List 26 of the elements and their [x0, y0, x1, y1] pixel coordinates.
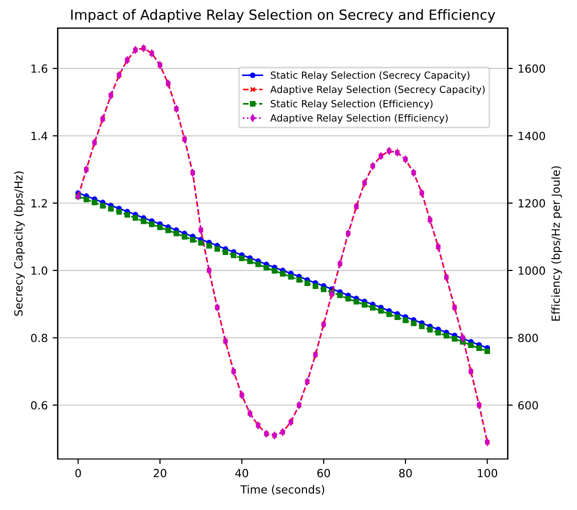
x-tick-label: 20 — [154, 468, 166, 478]
x-tick-label: 40 — [235, 468, 248, 478]
x-tick-label: 100 — [478, 468, 498, 478]
y2-axis-title: Efficiency (bps/Hz per Joule) — [551, 166, 562, 321]
y-tick-label: 0.8 — [31, 334, 48, 342]
y2-tick-label: 600 — [518, 401, 538, 410]
y2-tick-label: 1400 — [518, 132, 546, 140]
y-axis-title: Secrecy Capacity (bps/Hz) — [14, 172, 25, 316]
y-tick-label: 1.0 — [32, 266, 48, 275]
y-tick-label: 1.6 — [32, 64, 48, 73]
legend-label: Adaptive Relay Selection (Efficiency) — [270, 114, 448, 124]
y2-tick-label: 1600 — [518, 64, 546, 73]
legend-label: Adaptive Relay Selection (Secrecy Capacity) — [270, 86, 485, 95]
legend-label: Static Relay Selection (Secrecy Capacity) — [270, 71, 470, 81]
x-tick-label: 60 — [317, 468, 330, 478]
legend-label: Static Relay Selection (Efficiency) — [270, 100, 432, 110]
y2-tick-label: 1000 — [518, 266, 546, 275]
y2-tick-label: 1200 — [518, 199, 546, 208]
x-axis-title: Time (seconds) — [240, 485, 324, 495]
x-tick-label: 0 — [75, 468, 81, 478]
y2-tick-label: 800 — [518, 334, 538, 342]
y-tick-label: 1.4 — [32, 132, 48, 140]
y-tick-label: 1.2 — [32, 199, 47, 208]
x-tick-label: 80 — [399, 468, 412, 478]
y-tick-label: 0.6 — [31, 401, 48, 410]
chart-title: Impact of Adaptive Relay Selection on Secrecy and Efficiency — [71, 9, 496, 23]
